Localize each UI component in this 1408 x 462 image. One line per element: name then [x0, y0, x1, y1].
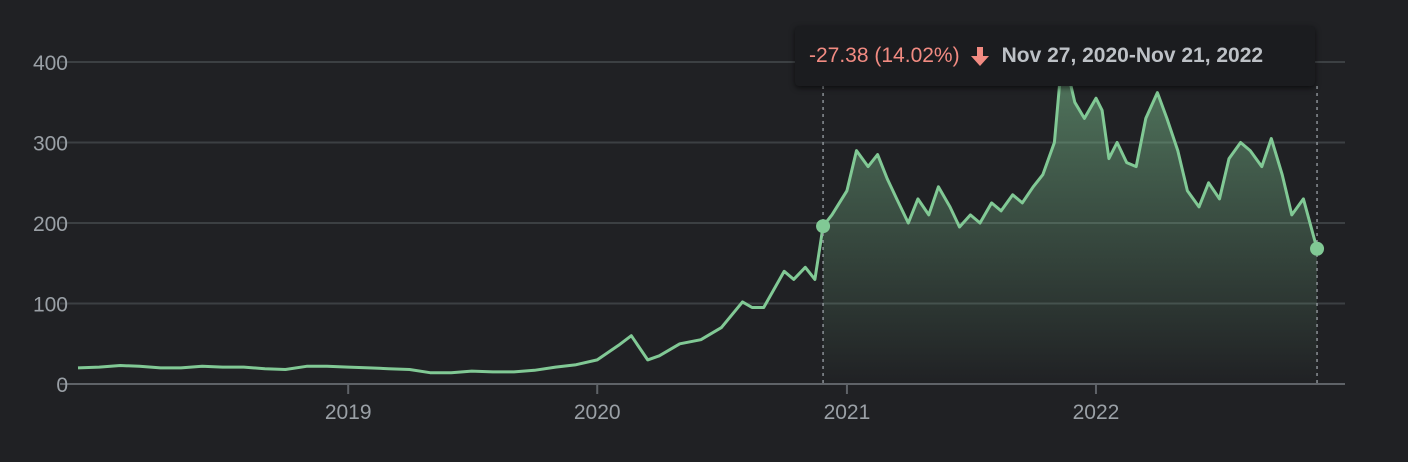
y-tick-label: 300 — [33, 133, 68, 156]
selection-end-point[interactable] — [1310, 241, 1325, 256]
range-tooltip: -27.38 (14.02%) Nov 27, 2020-Nov 21, 202… — [795, 26, 1315, 86]
selection-area-fill — [823, 70, 1317, 384]
selection-start-point[interactable] — [816, 219, 831, 234]
price-change: -27.38 (14.02%) — [809, 44, 960, 67]
x-tick-label: 2022 — [1073, 401, 1120, 424]
x-tick-label: 2020 — [574, 401, 621, 424]
y-axis-labels: 0 100 200 300 400 — [33, 52, 68, 397]
y-tick-label: 100 — [33, 294, 68, 317]
y-tick-label: 400 — [33, 52, 68, 75]
x-tick-label: 2019 — [325, 401, 372, 424]
x-tick-label: 2021 — [824, 401, 871, 424]
x-axis: 2019 2020 2021 2022 — [325, 384, 1120, 424]
date-range: Nov 27, 2020-Nov 21, 2022 — [1001, 44, 1264, 67]
y-tick-label: 200 — [33, 213, 68, 236]
price-line — [77, 68, 1319, 375]
y-tick-label: 0 — [56, 374, 68, 397]
arrow-down-icon — [970, 47, 989, 66]
